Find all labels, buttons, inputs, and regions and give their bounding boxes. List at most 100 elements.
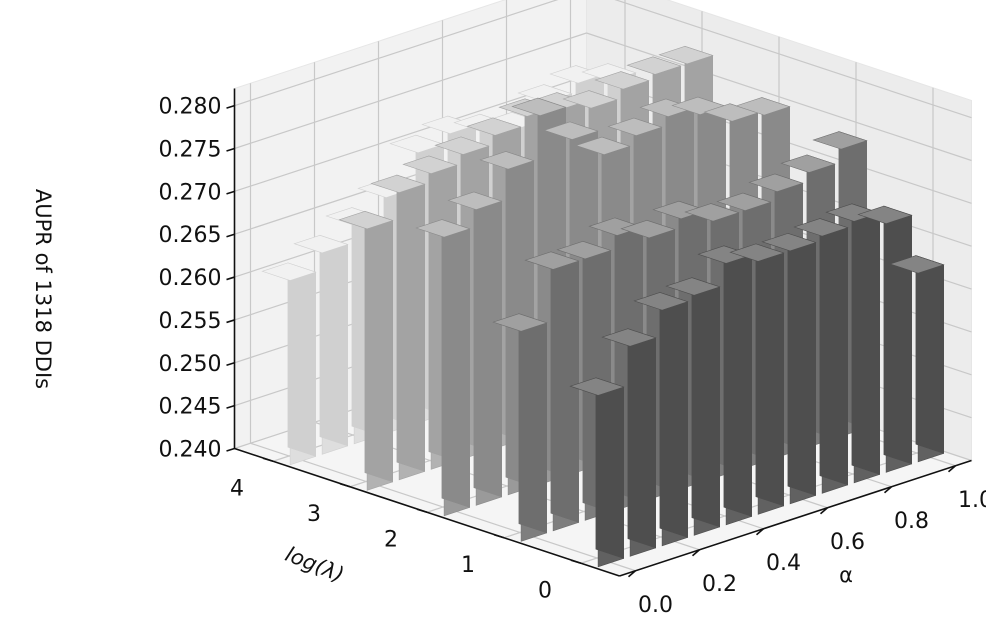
x-tick-label: 0.0 bbox=[638, 593, 673, 618]
z-tick-mark bbox=[226, 190, 235, 195]
x-tick-mark bbox=[691, 549, 701, 557]
bar-side-face bbox=[396, 174, 426, 472]
bar-top-face bbox=[370, 174, 426, 193]
x-tick-mark bbox=[755, 528, 765, 536]
x-tick-mark bbox=[627, 570, 637, 578]
bar bbox=[338, 210, 394, 491]
bar-top-face bbox=[492, 313, 548, 332]
x-tick-label: 0.8 bbox=[894, 509, 929, 534]
z-grid-line bbox=[234, 0, 559, 107]
bar-top-face bbox=[543, 121, 599, 140]
bar-top-face bbox=[716, 192, 772, 211]
bar-top-face bbox=[556, 240, 612, 260]
bar-side-face bbox=[819, 218, 849, 486]
bar bbox=[261, 262, 317, 466]
bar bbox=[293, 234, 349, 455]
y-tick-label: 4 bbox=[230, 476, 244, 501]
z-tick-label: 0.265 bbox=[159, 223, 222, 248]
bar-top-face bbox=[729, 243, 785, 262]
z-tick-label: 0.280 bbox=[159, 95, 222, 120]
bar-top-face bbox=[575, 136, 631, 156]
bar-side-face bbox=[883, 205, 913, 465]
bar-top-face bbox=[639, 98, 695, 117]
z-tick-mark bbox=[226, 276, 235, 281]
bar-top-face bbox=[857, 205, 913, 225]
bar-top-face bbox=[607, 117, 663, 136]
bar-side-face bbox=[473, 191, 503, 498]
y-tick-mark bbox=[262, 457, 274, 463]
bar bbox=[697, 245, 753, 526]
x-tick-label: 1.0 bbox=[958, 488, 986, 513]
bar-top-face bbox=[684, 203, 740, 222]
bar bbox=[492, 313, 548, 542]
bar-top-face bbox=[601, 328, 657, 347]
z-grid-line bbox=[234, 32, 587, 150]
y-tick-mark bbox=[570, 559, 582, 565]
x-tick-label: 0.6 bbox=[830, 530, 865, 555]
y-tick-label: 3 bbox=[307, 502, 321, 527]
z-axis-label: AUPR of 1318 DDIs bbox=[31, 189, 55, 389]
bar bbox=[447, 191, 503, 506]
bar bbox=[370, 174, 426, 481]
bar bbox=[761, 232, 817, 505]
z-tick-mark bbox=[226, 404, 235, 409]
bar bbox=[633, 292, 689, 547]
bar-top-face bbox=[569, 377, 625, 396]
bar-top-face bbox=[658, 45, 714, 65]
z-tick-label: 0.250 bbox=[159, 352, 222, 377]
x-axis-line bbox=[619, 459, 972, 577]
y-tick-label: 1 bbox=[461, 553, 475, 578]
y-axis-label: log(λ) bbox=[282, 542, 347, 587]
bar bbox=[857, 205, 913, 473]
bar bbox=[601, 328, 657, 557]
bar-side-face bbox=[441, 219, 471, 508]
bar-top-face bbox=[697, 245, 753, 264]
z-tick-mark bbox=[226, 104, 235, 109]
y-tick-label: 2 bbox=[384, 527, 398, 552]
bar-side-face bbox=[364, 210, 394, 483]
bar bbox=[665, 277, 721, 536]
bar bbox=[524, 251, 580, 532]
bar-side-face bbox=[915, 255, 945, 454]
x-tick-mark bbox=[883, 486, 893, 494]
y-tick-mark bbox=[416, 508, 428, 514]
bar-top-face bbox=[703, 103, 759, 122]
bar-side-face bbox=[755, 243, 785, 507]
bar-top-face bbox=[620, 219, 676, 239]
bar-top-face bbox=[434, 136, 490, 155]
bar-side-face bbox=[627, 328, 657, 549]
tick-labels: 0.2400.2450.2500.2550.2600.2650.2700.275… bbox=[159, 95, 986, 618]
bar-top-face bbox=[389, 134, 445, 154]
z-tick-label: 0.240 bbox=[159, 438, 222, 463]
bar-side-face bbox=[659, 292, 689, 538]
bar-top-face bbox=[549, 65, 605, 84]
bar bbox=[415, 219, 471, 517]
bar-top-face bbox=[338, 210, 394, 230]
bar-side-face bbox=[851, 203, 881, 475]
bar-top-face bbox=[748, 173, 804, 192]
bar-side-face bbox=[723, 245, 753, 517]
bar-top-face bbox=[415, 219, 471, 238]
z-tick-label: 0.260 bbox=[159, 266, 222, 291]
bar-top-face bbox=[261, 262, 317, 281]
bar-top-face bbox=[793, 218, 849, 237]
x-tick-label: 0.2 bbox=[702, 572, 737, 597]
bar-side-face bbox=[787, 232, 817, 496]
bar-top-face bbox=[594, 71, 650, 90]
y-tick-mark bbox=[339, 482, 351, 488]
axes bbox=[226, 88, 972, 578]
bar-side-face bbox=[518, 313, 548, 534]
bar-top-face bbox=[562, 90, 618, 109]
bar-side-face bbox=[691, 277, 721, 528]
bar-top-face bbox=[735, 97, 791, 116]
z-tick-mark bbox=[226, 147, 235, 152]
bar bbox=[793, 218, 849, 494]
bar-top-face bbox=[761, 233, 817, 252]
y-tick-label: 0 bbox=[538, 578, 552, 603]
bar-top-face bbox=[626, 56, 682, 75]
z-tick-label: 0.255 bbox=[159, 309, 222, 334]
x-axis-label: α bbox=[839, 563, 853, 587]
bar bbox=[825, 203, 881, 484]
y-tick-mark bbox=[493, 533, 505, 539]
